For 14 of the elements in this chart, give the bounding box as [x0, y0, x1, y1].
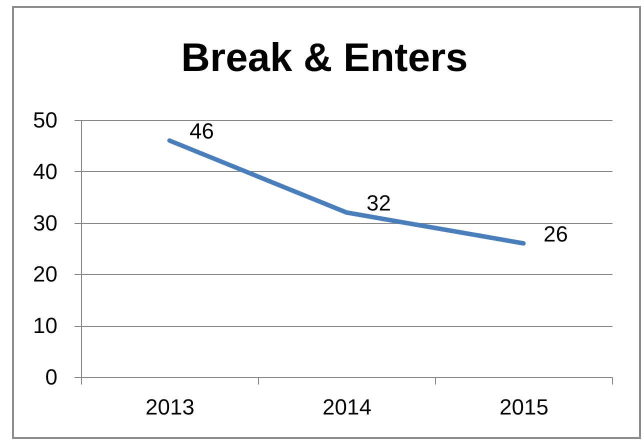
y-tick-label: 30 — [33, 210, 58, 236]
x-tick-label: 2013 — [146, 394, 194, 420]
chart-frame: 2013 2014 2015 0 10 20 30 40 50 46 32 26 Break & Enters — [12, 6, 641, 439]
data-label: 32 — [366, 190, 391, 216]
y-tick-label: 40 — [33, 158, 58, 184]
data-label: 46 — [190, 118, 214, 144]
x-tick-label: 2015 — [500, 394, 548, 420]
y-tick-label: 10 — [33, 313, 58, 338]
y-tick-label: 50 — [33, 108, 58, 132]
chart-title: Break & Enters — [181, 36, 468, 80]
x-tick-label: 2014 — [322, 394, 372, 420]
data-label: 26 — [544, 221, 568, 246]
y-tick-label: 0 — [45, 364, 58, 390]
y-tick-label: 20 — [33, 262, 58, 287]
